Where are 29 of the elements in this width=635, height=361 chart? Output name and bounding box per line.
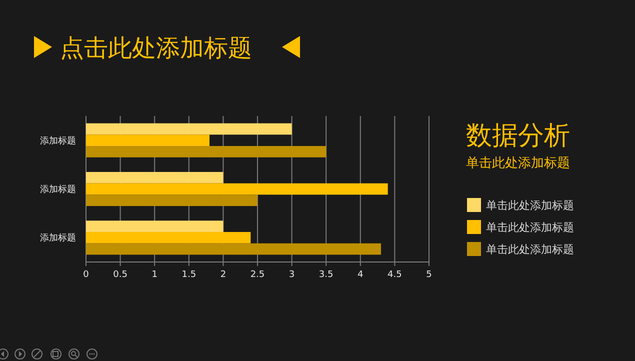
chart-title: 点击此处添加标题	[60, 34, 252, 62]
text: 数据分析	[466, 121, 570, 151]
y-tick-label: 添加标题	[40, 232, 76, 244]
x-tick-label: 2.5	[250, 270, 265, 280]
x-tick-label: 0.5	[113, 270, 128, 280]
y-tick-label: 添加标题	[40, 135, 76, 146]
bar	[86, 194, 258, 206]
x-tick-label: 4	[358, 270, 364, 280]
x-tick-label: 3	[288, 270, 295, 280]
legend-label: 单击此处添加标题	[486, 243, 574, 256]
bar	[86, 134, 210, 146]
y-tick-label: 添加标题	[40, 184, 76, 195]
x-tick-label: 5	[426, 270, 432, 280]
x-tick-label: 1.5	[182, 270, 196, 280]
bar	[86, 146, 326, 158]
x-tick-label: 4.5	[388, 270, 402, 280]
x-tick-label: 3.5	[318, 270, 334, 280]
bar	[86, 183, 388, 195]
bar	[86, 172, 224, 184]
bar	[86, 220, 224, 232]
x-tick-label: 0	[83, 270, 90, 280]
text: 单击此处添加标题	[466, 156, 570, 171]
x-tick-label: 1	[152, 270, 158, 280]
x-tick-label: 2	[220, 270, 226, 280]
legend-label: 单击此处添加标题	[486, 199, 574, 212]
bar	[86, 232, 251, 244]
legend-label: 单击此处添加标题	[486, 221, 574, 234]
bar	[86, 123, 292, 135]
bar	[86, 243, 381, 255]
